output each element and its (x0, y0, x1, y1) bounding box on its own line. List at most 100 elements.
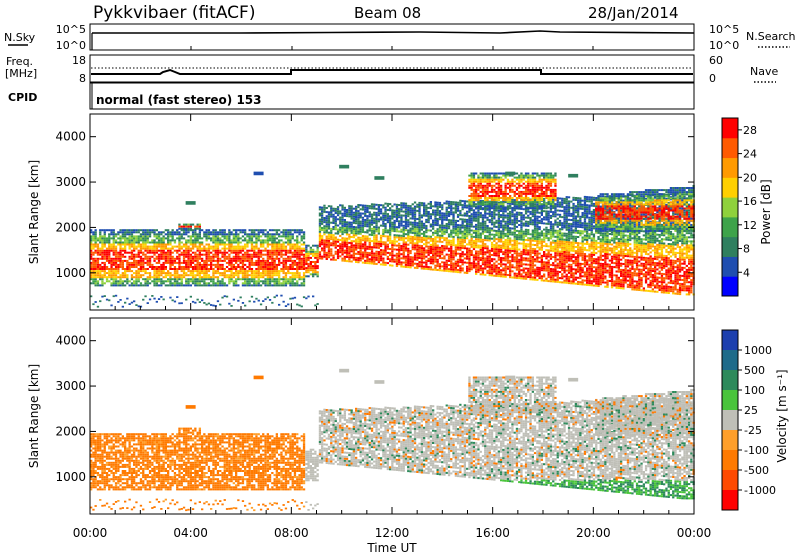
range-gate-cell (169, 251, 172, 254)
range-gate-cell (384, 210, 387, 213)
range-gate-cell (278, 282, 281, 285)
range-gate-cell (257, 278, 260, 281)
range-gate-cell (101, 261, 104, 264)
range-gate-cell (302, 284, 306, 287)
range-gate-cell (461, 240, 464, 243)
range-gate-cell (176, 278, 179, 281)
range-gate-cell (273, 261, 276, 264)
range-gate-cell (454, 209, 457, 212)
range-gate-cell (493, 172, 496, 175)
range-gate-cell (114, 278, 118, 281)
range-gate-cell (112, 231, 115, 234)
range-gate-cell (518, 178, 521, 181)
range-gate-cell (327, 252, 331, 255)
range-gate-cell (289, 243, 292, 246)
range-gate-cell (518, 238, 521, 241)
range-gate-cell (502, 190, 505, 193)
range-gate-cell (384, 223, 387, 225)
range-gate-cell (402, 251, 405, 254)
range-gate-cell (316, 259, 319, 261)
range-gate-cell (117, 280, 120, 283)
range-gate-cell (110, 266, 113, 268)
range-gate-cell (196, 280, 199, 283)
range-gate-cell (266, 245, 269, 248)
range-gate-cell (463, 224, 466, 227)
range-gate-cell (225, 284, 229, 287)
range-gate-cell (268, 263, 272, 266)
range-gate-cell (506, 182, 510, 185)
range-gate-cell (477, 228, 480, 231)
range-gate-cell (278, 239, 281, 242)
range-gate-cell (427, 249, 430, 252)
range-gate-cell (219, 233, 222, 236)
range-gate-cell (504, 207, 507, 210)
range-gate-cell (293, 274, 297, 277)
range-gate-cell (404, 223, 408, 225)
range-gate-cell (135, 304, 138, 306)
range-gate-cell (475, 270, 478, 273)
range-gate-cell (472, 201, 476, 204)
range-gate-cell (404, 243, 408, 246)
range-gate-cell (443, 226, 446, 229)
range-gate-cell (513, 246, 516, 249)
range-gate-cell (359, 228, 362, 231)
range-gate-cell (452, 227, 455, 230)
range-gate-cell (357, 261, 360, 264)
range-gate-cell (355, 234, 358, 237)
range-gate-cell (504, 195, 507, 197)
range-gate-cell (235, 270, 238, 273)
range-gate-cell (198, 257, 201, 260)
range-gate-cell (221, 247, 224, 250)
range-gate-cell (375, 214, 378, 216)
range-gate-cell (497, 203, 500, 206)
range-gate-cell (357, 253, 360, 255)
range-gate-cell (461, 238, 464, 241)
range-gate-cell (425, 265, 428, 268)
range-gate-cell (447, 257, 451, 260)
range-gate-cell (90, 263, 93, 266)
range-gate-cell (477, 234, 480, 237)
range-gate-cell (323, 241, 326, 244)
range-gate-cell (253, 231, 256, 234)
range-gate-cell (522, 178, 525, 181)
range-gate-cell (468, 223, 471, 226)
range-gate-cell (470, 215, 473, 218)
range-gate-cell (395, 226, 399, 229)
range-gate-cell (173, 239, 177, 242)
range-gate-cell (438, 230, 442, 233)
range-gate-cell (434, 250, 437, 253)
range-gate-cell (432, 256, 435, 259)
range-gate-cell (262, 274, 265, 277)
range-gate-cell (350, 223, 353, 226)
range-gate-cell (336, 255, 340, 258)
range-gate-cell (212, 253, 215, 256)
range-gate-cell (477, 197, 480, 199)
range-gate-cell (246, 259, 249, 262)
range-gate-cell (194, 276, 197, 279)
range-gate-cell (157, 298, 161, 300)
range-gate-cell (445, 245, 448, 248)
range-gate-cell (232, 276, 235, 279)
range-gate-cell (196, 257, 199, 260)
range-gate-cell (350, 248, 353, 251)
range-gate-cell (413, 254, 417, 257)
range-gate-cell (502, 226, 505, 229)
range-gate-cell (185, 251, 188, 254)
range-gate-cell (502, 174, 505, 177)
range-gate-cell (121, 247, 124, 250)
range-gate-cell (153, 259, 156, 262)
range-gate-cell (334, 207, 337, 210)
range-gate-cell (461, 200, 464, 203)
range-gate-cell (321, 235, 324, 238)
range-gate-cell (153, 249, 156, 252)
range-gate-cell (160, 278, 163, 281)
range-gate-cell (366, 211, 369, 213)
range-gate-cell (223, 268, 226, 270)
range-gate-cell (219, 231, 222, 234)
range-gate-cell (289, 276, 292, 279)
range-gate-cell (477, 174, 480, 177)
range-gate-cell (210, 304, 213, 306)
range-gate-cell (364, 245, 367, 248)
range-gate-cell (96, 257, 100, 260)
range-gate-cell (307, 267, 310, 270)
